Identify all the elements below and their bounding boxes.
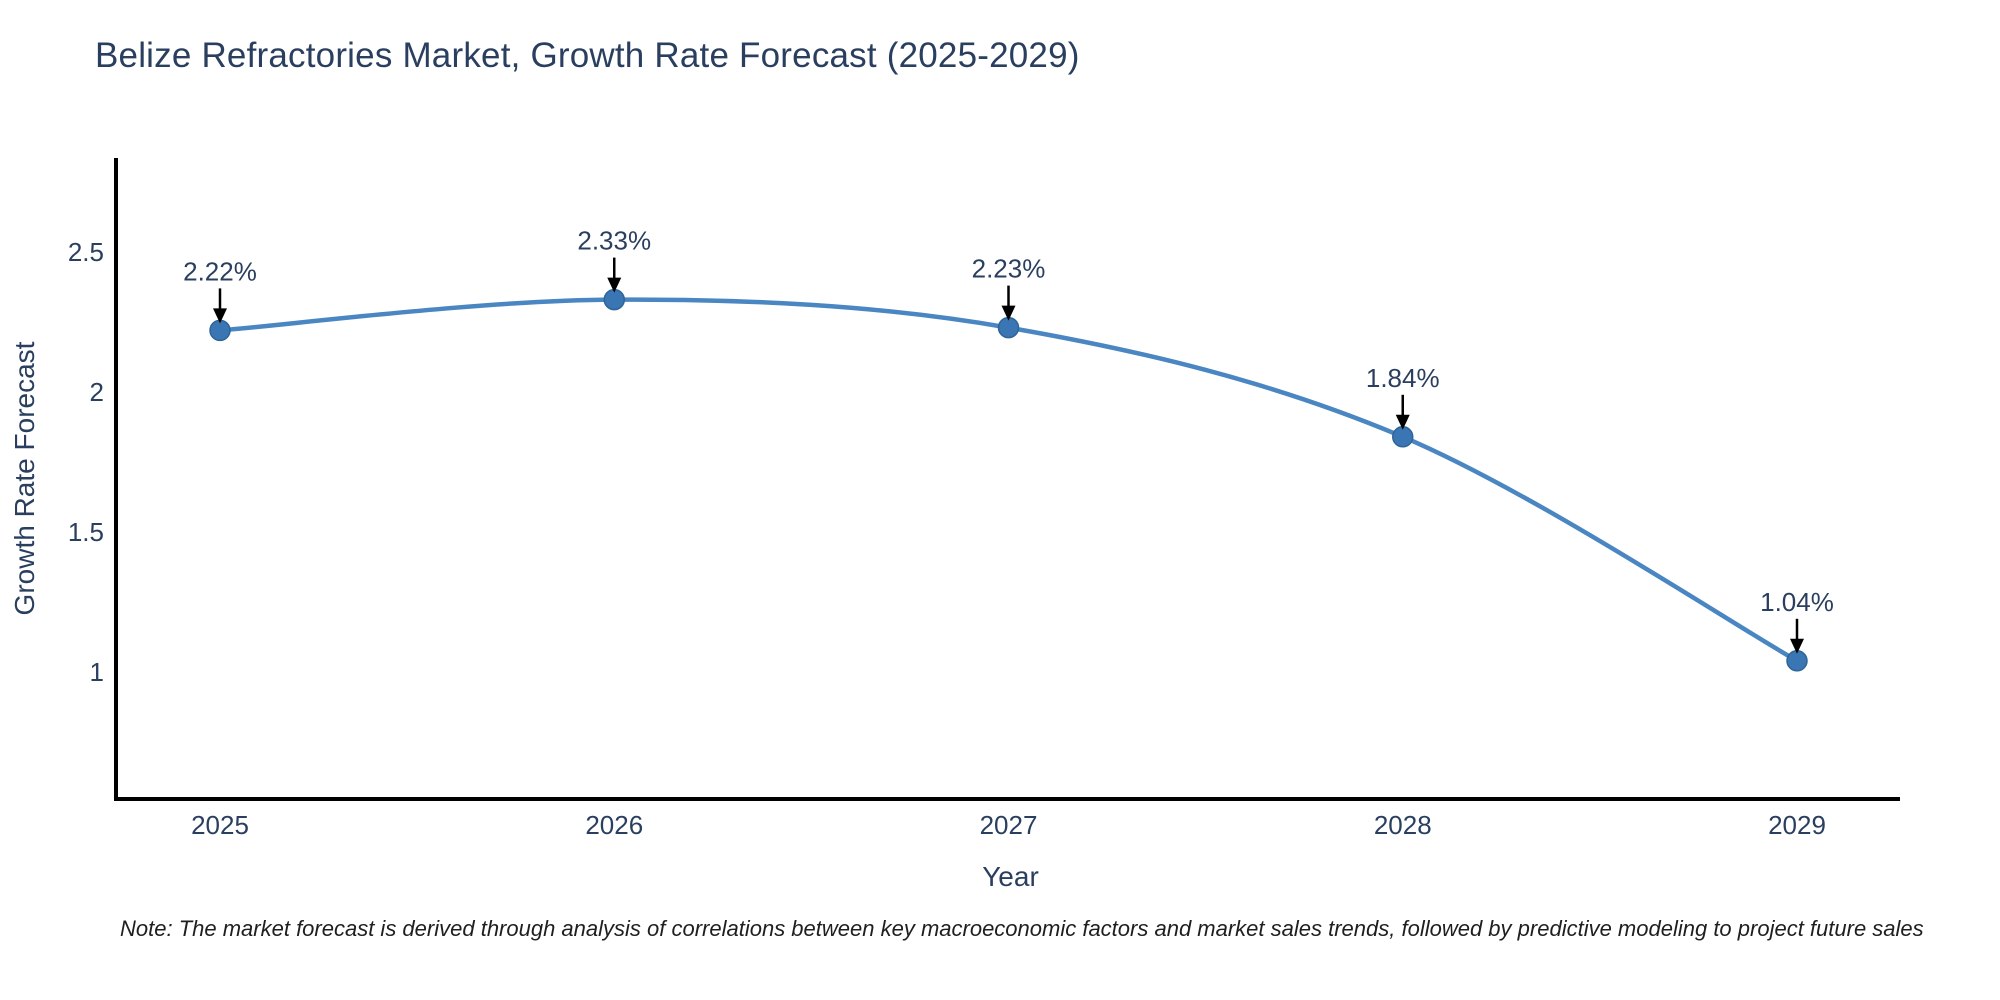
x-axis-title: Year bbox=[982, 861, 1039, 892]
chart-title: Belize Refractories Market, Growth Rate … bbox=[95, 36, 1080, 75]
annotation-label: 2.23% bbox=[972, 254, 1046, 284]
annotation-label: 2.33% bbox=[577, 226, 651, 256]
annotation-arrowhead bbox=[1001, 305, 1016, 321]
annotation-arrowhead bbox=[607, 277, 622, 293]
x-tick-label: 2026 bbox=[585, 810, 643, 840]
x-tick-label: 2028 bbox=[1374, 810, 1432, 840]
axis-lines bbox=[114, 158, 1900, 801]
y-axis-title: Growth Rate Forecast bbox=[9, 341, 40, 615]
trend-line bbox=[219, 297, 1799, 663]
annotation-arrowhead bbox=[1395, 414, 1410, 430]
annotation-arrowhead bbox=[213, 308, 227, 324]
y-tick-label: 1 bbox=[90, 657, 104, 687]
y-tick-label: 1.5 bbox=[68, 517, 104, 547]
x-tick-label: 2025 bbox=[191, 810, 249, 840]
y-tick-label: 2.5 bbox=[68, 237, 104, 267]
x-tick-label: 2029 bbox=[1768, 810, 1826, 840]
annotation-label: 2.22% bbox=[183, 256, 257, 286]
annotation-label: 1.84% bbox=[1366, 363, 1440, 393]
annotation-arrowhead bbox=[1790, 638, 1804, 654]
x-tick-label: 2027 bbox=[980, 810, 1038, 840]
y-tick-label: 2 bbox=[90, 377, 104, 407]
annotation-label: 1.04% bbox=[1760, 587, 1834, 617]
footnote: Note: The market forecast is derived thr… bbox=[120, 916, 1924, 941]
